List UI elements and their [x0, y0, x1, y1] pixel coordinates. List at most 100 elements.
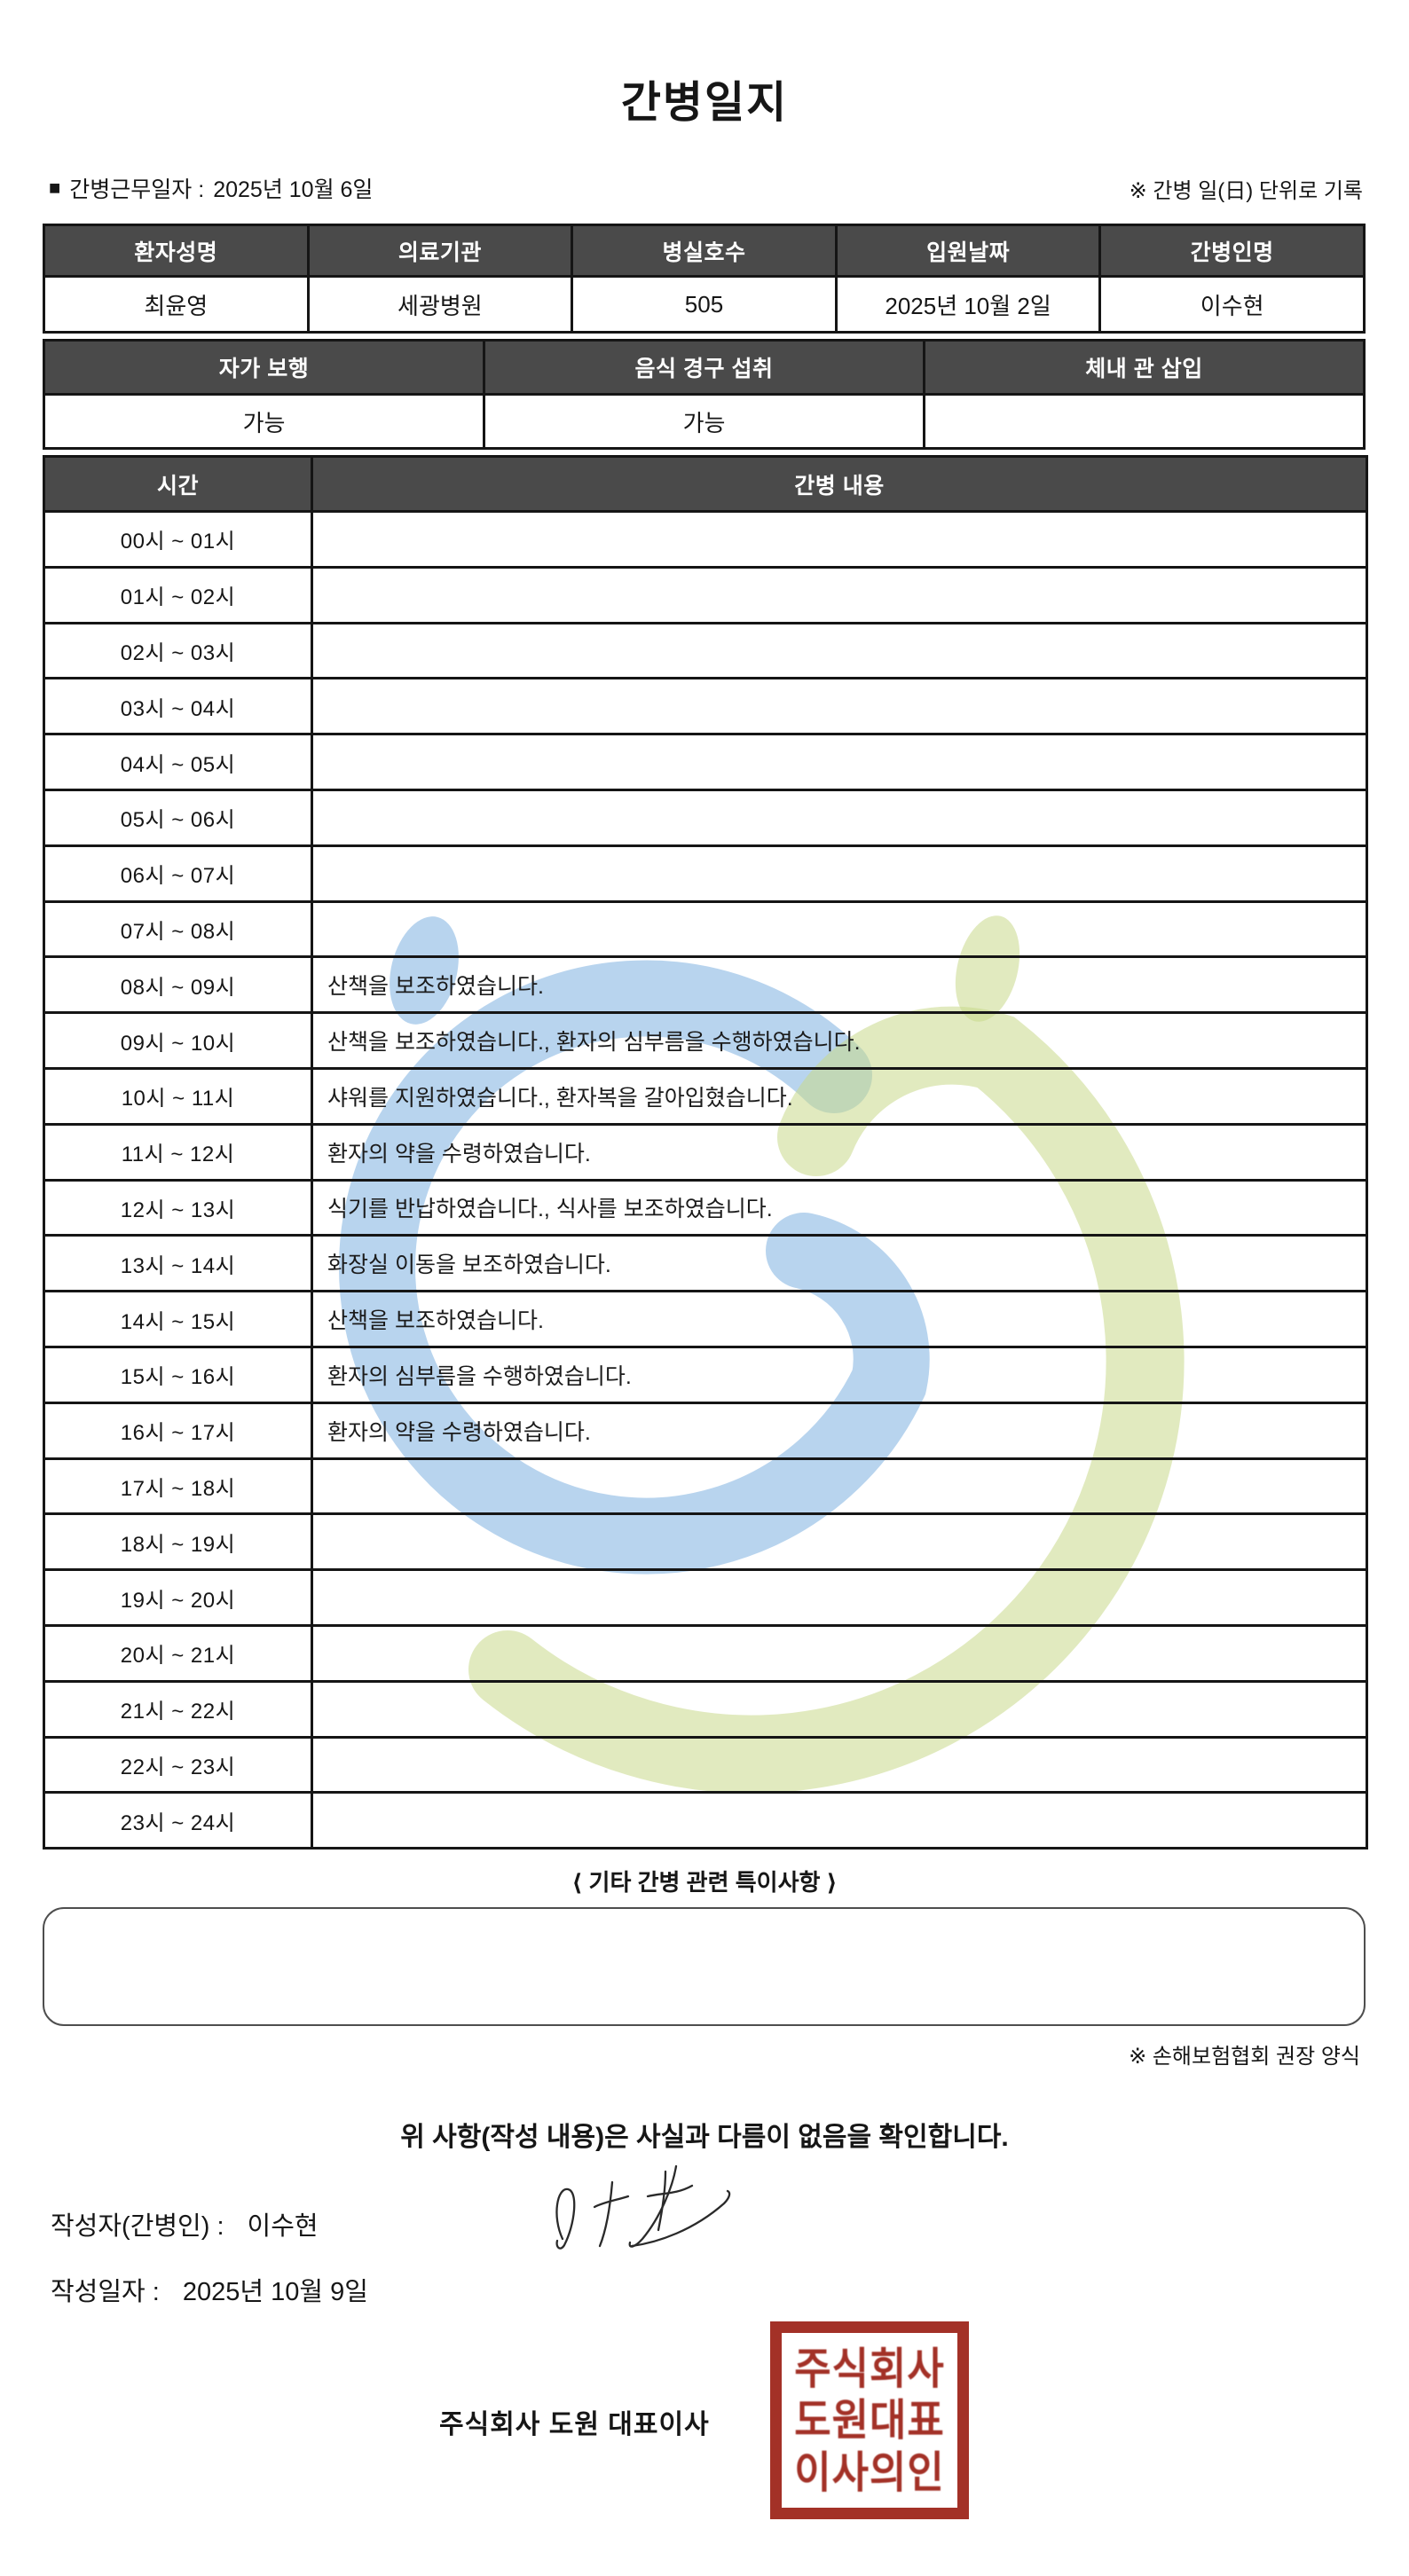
- care-row-content-12: 식기를 반납하였습니다., 식사를 보조하였습니다.: [311, 1178, 1368, 1237]
- care-row-19: 19시 ~ 20시: [43, 1568, 1368, 1627]
- care-row-11: 11시 ~ 12시 환자의 약을 수령하였습니다.: [43, 1122, 1368, 1182]
- written-date-line: 작성일자 : 2025년 10월 9일: [51, 2271, 368, 2308]
- care-row-content-6: [311, 844, 1368, 903]
- patient-value-cell-2: 505: [571, 275, 838, 334]
- care-row-13: 13시 ~ 14시 화장실 이동을 보조하였습니다.: [43, 1234, 1368, 1293]
- form-standard-note: ※ 손해보험협회 권장 양식: [1129, 2045, 1360, 2069]
- status-header-cell-0: 자가 보행: [43, 339, 485, 396]
- care-row-17: 17시 ~ 18시: [43, 1457, 1368, 1516]
- care-row-1: 01시 ~ 02시: [43, 565, 1368, 624]
- care-row-time-18: 18시 ~ 19시: [43, 1512, 313, 1572]
- care-row-time-12: 12시 ~ 13시: [43, 1178, 313, 1237]
- status-value-row: 가능 가능: [43, 393, 1366, 450]
- status-value-cell-2: [923, 393, 1366, 450]
- patient-header-cell-4: 간병인명: [1098, 224, 1366, 278]
- patient-value-row: 최윤영 세광병원 505 2025년 10월 2일 이수현: [43, 275, 1366, 334]
- patient-value-cell-4: 이수현: [1098, 275, 1366, 334]
- care-row-content-3: [311, 677, 1368, 736]
- patient-header-cell-1: 의료기관: [306, 224, 574, 278]
- care-row-content-8: 산책을 보조하였습니다.: [311, 955, 1368, 1015]
- care-row-12: 12시 ~ 13시 식기를 반납하였습니다., 식사를 보조하였습니다.: [43, 1178, 1368, 1237]
- confirmation-statement: 위 사항(작성 내용)은 사실과 다름이 없음을 확인합니다.: [400, 2123, 1009, 2152]
- time-column-header: 시간: [43, 455, 313, 513]
- content-column-header: 간병 내용: [311, 455, 1368, 513]
- care-row-time-19: 19시 ~ 20시: [43, 1568, 313, 1627]
- care-row-6: 06시 ~ 07시: [43, 844, 1368, 903]
- care-row-0: 00시 ~ 01시: [43, 510, 1368, 569]
- company-ceo-line: 주식회사 도원 대표이사: [439, 2410, 710, 2439]
- care-row-content-18: [311, 1512, 1368, 1572]
- care-row-content-11: 환자의 약을 수령하였습니다.: [311, 1122, 1368, 1182]
- status-value-cell-1: 가능: [483, 393, 925, 450]
- care-row-content-22: [311, 1735, 1368, 1795]
- care-row-content-5: [311, 788, 1368, 847]
- care-row-content-0: [311, 510, 1368, 569]
- care-row-content-17: [311, 1457, 1368, 1516]
- care-row-time-7: 07시 ~ 08시: [43, 899, 313, 959]
- care-row-time-22: 22시 ~ 23시: [43, 1735, 313, 1795]
- stamp-text-line: 도원대표: [794, 2395, 945, 2446]
- patient-header-row: 환자성명 의료기관 병실호수 입원날짜 간병인명: [43, 224, 1366, 278]
- care-row-4: 04시 ~ 05시: [43, 733, 1368, 791]
- care-row-time-4: 04시 ~ 05시: [43, 733, 313, 791]
- care-row-time-16: 16시 ~ 17시: [43, 1401, 313, 1460]
- care-row-time-13: 13시 ~ 14시: [43, 1234, 313, 1293]
- care-row-3: 03시 ~ 04시: [43, 677, 1368, 736]
- patient-value-cell-1: 세광병원: [306, 275, 574, 334]
- patient-value-cell-3: 2025년 10월 2일: [834, 275, 1102, 334]
- care-row-time-21: 21시 ~ 22시: [43, 1679, 313, 1739]
- work-date-value: 2025년 10월 6일: [213, 177, 374, 202]
- work-date-label: 간병근무일자 :: [69, 177, 205, 202]
- patient-header-cell-0: 환자성명: [43, 224, 310, 278]
- care-row-14: 14시 ~ 15시 산책을 보조하였습니다.: [43, 1290, 1368, 1348]
- care-row-content-19: [311, 1568, 1368, 1627]
- care-row-7: 07시 ~ 08시: [43, 899, 1368, 959]
- care-row-content-15: 환자의 심부름을 수행하였습니다.: [311, 1345, 1368, 1404]
- care-row-content-16: 환자의 약을 수령하였습니다.: [311, 1401, 1368, 1460]
- status-header-cell-2: 체내 관 삽입: [923, 339, 1366, 396]
- corporate-seal-stamp: 주식회사 도원대표 이사의인: [770, 2321, 969, 2519]
- stamp-text-line: 이사의인: [794, 2447, 945, 2497]
- status-value-cell-0: 가능: [43, 393, 485, 450]
- writer-line: 작성자(간병인) : 이수현: [51, 2205, 319, 2242]
- status-header-cell-1: 음식 경구 섭취: [483, 339, 925, 396]
- care-row-time-2: 02시 ~ 03시: [43, 621, 313, 680]
- care-row-time-15: 15시 ~ 16시: [43, 1345, 313, 1404]
- care-row-23: 23시 ~ 24시: [43, 1791, 1368, 1850]
- special-notes-box: [43, 1907, 1366, 2026]
- care-row-time-9: 09시 ~ 10시: [43, 1011, 313, 1070]
- care-log-table: 시간 간병 내용 00시 ~ 01시 01시 ~ 02시 02시 ~ 03시 03시 …: [43, 455, 1368, 1850]
- care-row-content-4: [311, 733, 1368, 791]
- patient-info-table: 환자성명 의료기관 병실호수 입원날짜 간병인명 최윤영 세광병원 505 2025년 10월…: [43, 224, 1366, 334]
- unit-note: ※ 간병 일(日) 단위로 기록: [1129, 178, 1363, 203]
- care-row-22: 22시 ~ 23시: [43, 1735, 1368, 1795]
- special-notes-heading: ⟨ 기타 간병 관련 특이사항 ⟩: [571, 1869, 838, 1896]
- care-row-time-10: 10시 ~ 11시: [43, 1066, 313, 1126]
- care-row-content-23: [311, 1791, 1368, 1850]
- writer-label: 작성자(간병인) :: [51, 2212, 224, 2241]
- care-row-5: 05시 ~ 06시: [43, 788, 1368, 847]
- care-row-2: 02시 ~ 03시: [43, 621, 1368, 680]
- care-row-16: 16시 ~ 17시 환자의 약을 수령하였습니다.: [43, 1401, 1368, 1460]
- care-row-content-2: [311, 621, 1368, 680]
- care-row-content-21: [311, 1679, 1368, 1739]
- care-row-content-14: 산책을 보조하였습니다.: [311, 1290, 1368, 1348]
- care-row-time-17: 17시 ~ 18시: [43, 1457, 313, 1516]
- work-date-line: ■ 간병근무일자 : 2025년 10월 6일: [49, 172, 373, 204]
- care-row-time-11: 11시 ~ 12시: [43, 1122, 313, 1182]
- care-row-content-9: 산책을 보조하였습니다., 환자의 심부름을 수행하였습니다.: [311, 1011, 1368, 1070]
- care-table-body: 시간 간병 내용 00시 ~ 01시 01시 ~ 02시 02시 ~ 03시 03시 …: [43, 455, 1368, 1850]
- care-header-row: 시간 간병 내용: [43, 455, 1368, 513]
- care-row-time-3: 03시 ~ 04시: [43, 677, 313, 736]
- care-row-time-1: 01시 ~ 02시: [43, 565, 313, 624]
- care-row-content-13: 화장실 이동을 보조하였습니다.: [311, 1234, 1368, 1293]
- written-date-label: 작성일자 :: [51, 2278, 160, 2306]
- patient-header-cell-3: 입원날짜: [834, 224, 1102, 278]
- written-date-value: 2025년 10월 9일: [182, 2278, 368, 2306]
- care-row-content-20: [311, 1623, 1368, 1683]
- care-row-content-1: [311, 565, 1368, 624]
- care-row-15: 15시 ~ 16시 환자의 심부름을 수행하였습니다.: [43, 1345, 1368, 1404]
- care-row-time-0: 00시 ~ 01시: [43, 510, 313, 569]
- care-row-content-10: 샤워를 지원하였습니다., 환자복을 갈아입혔습니다.: [311, 1066, 1368, 1126]
